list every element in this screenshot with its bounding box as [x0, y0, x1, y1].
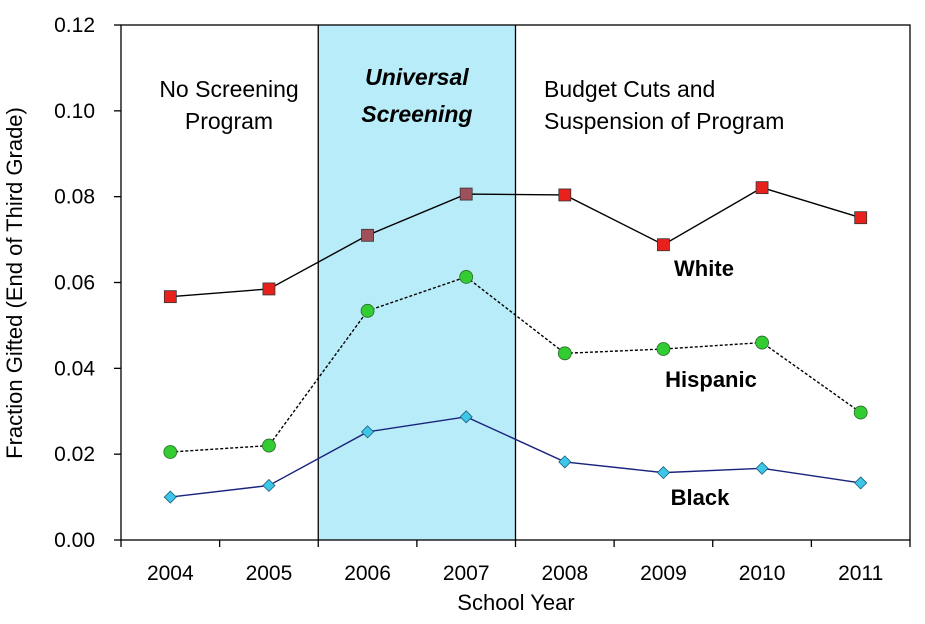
region-label: Universal [365, 64, 469, 90]
series-markers-layer [163, 181, 868, 504]
x-tick-label: 2009 [640, 562, 687, 585]
data-point-white [163, 290, 177, 304]
data-point-white [361, 228, 374, 242]
y-tick-label: 0.04 [54, 357, 95, 380]
series-line-black [170, 416, 861, 498]
data-point-white [854, 211, 868, 225]
data-point-white [262, 282, 276, 296]
y-tick-label: 0.10 [54, 100, 95, 123]
data-point-white [657, 238, 670, 252]
series-lines-layer [170, 186, 862, 498]
region-label: Program [185, 108, 273, 134]
data-point-black [558, 455, 572, 469]
axes-layer: 0.00 0.02 0.04 0.06 0.08 0.10 0.12 2004 2005 2006… [54, 14, 911, 585]
data-point-black [656, 466, 671, 480]
shaded-region [318, 25, 516, 540]
y-tick-label: 0.08 [54, 186, 95, 209]
region-label: Suspension of Program [544, 108, 784, 134]
x-tick-label: 2010 [739, 562, 786, 585]
series-label-hispanic: Hispanic [665, 367, 757, 392]
data-point-hispanic [656, 342, 671, 356]
data-point-black [262, 478, 276, 493]
series-line-hispanic [170, 276, 862, 453]
data-point-black [163, 490, 177, 504]
data-point-hispanic [557, 346, 572, 361]
y-tick-label: 0.02 [54, 443, 95, 466]
data-point-hispanic [459, 270, 474, 284]
data-point-hispanic [853, 405, 868, 420]
x-tick-label: 2005 [246, 562, 293, 585]
data-point-hispanic [360, 303, 375, 318]
x-tick-label: 2004 [147, 562, 194, 585]
x-tick-label: 2011 [838, 562, 883, 585]
data-point-hispanic [262, 438, 276, 453]
y-tick-label: 0.06 [54, 272, 95, 295]
data-point-hispanic [163, 445, 178, 459]
region-label: No Screening [159, 76, 298, 102]
data-point-hispanic [755, 335, 769, 350]
x-tick-label: 2008 [541, 562, 588, 585]
data-point-white [459, 187, 473, 201]
region-label: Screening [361, 101, 472, 127]
x-tick-label: 2007 [443, 562, 490, 585]
y-tick-label: 0.12 [54, 14, 95, 37]
data-point-black [854, 476, 868, 490]
data-point-white [558, 188, 572, 202]
regions-layer [317, 25, 517, 540]
labels-layer: No Screening Program Universal Screening Bud… [159, 64, 784, 510]
x-axis-title: School Year [457, 590, 574, 615]
series-line-white [170, 186, 861, 298]
data-point-black [755, 461, 769, 475]
series-label-white: White [674, 256, 734, 281]
x-tick-label: 2006 [344, 562, 391, 585]
data-point-black [459, 410, 473, 424]
series-label-black: Black [671, 485, 730, 510]
data-point-black [360, 425, 375, 439]
data-point-white [755, 181, 769, 195]
y-axis-title: Fraction Gifted (End of Third Grade) [2, 107, 27, 459]
region-label: Budget Cuts and [544, 76, 715, 102]
y-tick-label: 0.00 [54, 529, 95, 552]
